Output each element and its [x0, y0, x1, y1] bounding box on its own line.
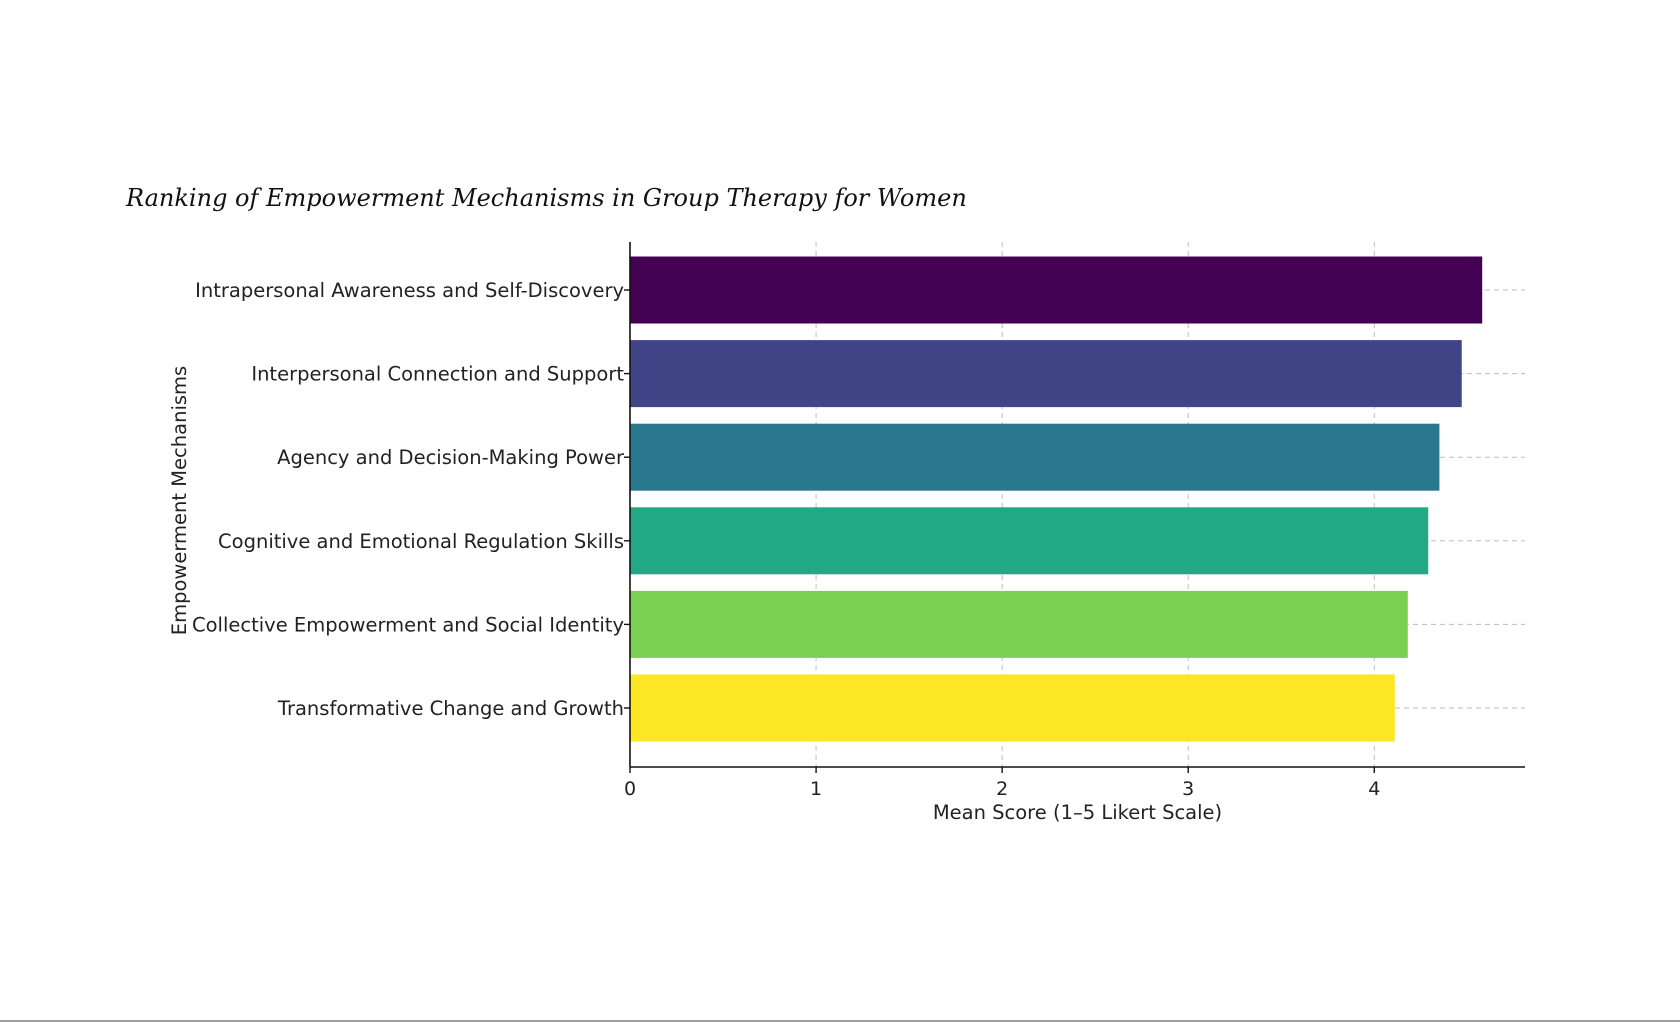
x-axis-title: Mean Score (1–5 Likert Scale)	[933, 801, 1222, 824]
bar	[630, 256, 1483, 324]
x-tick-label: 1	[810, 778, 822, 800]
bar	[630, 507, 1429, 575]
bar	[630, 340, 1462, 408]
bar	[630, 674, 1395, 742]
y-axis-title: Empowerment Mechanisms	[168, 366, 191, 635]
category-label: Intrapersonal Awareness and Self-Discove…	[195, 279, 624, 302]
category-label: Transformative Change and Growth	[277, 697, 624, 720]
x-axis-ticks: 0 1 2 3 4	[624, 767, 1380, 800]
gridlines	[630, 242, 1525, 767]
bottom-divider	[0, 1020, 1680, 1022]
category-label: Cognitive and Emotional Regulation Skill…	[218, 530, 624, 553]
category-labels: Intrapersonal Awareness and Self-Discove…	[192, 279, 630, 720]
chart-title: Ranking of Empowerment Mechanisms in Gro…	[125, 184, 967, 212]
x-tick-label: 4	[1368, 778, 1380, 800]
bars	[630, 256, 1483, 742]
bar	[630, 423, 1440, 491]
bar	[630, 590, 1408, 658]
category-label: Agency and Decision-Making Power	[277, 446, 625, 469]
category-label: Collective Empowerment and Social Identi…	[192, 613, 624, 636]
category-label: Interpersonal Connection and Support	[251, 363, 624, 386]
x-tick-label: 0	[624, 778, 636, 800]
x-tick-label: 3	[1182, 778, 1194, 800]
x-tick-label: 2	[996, 778, 1008, 800]
